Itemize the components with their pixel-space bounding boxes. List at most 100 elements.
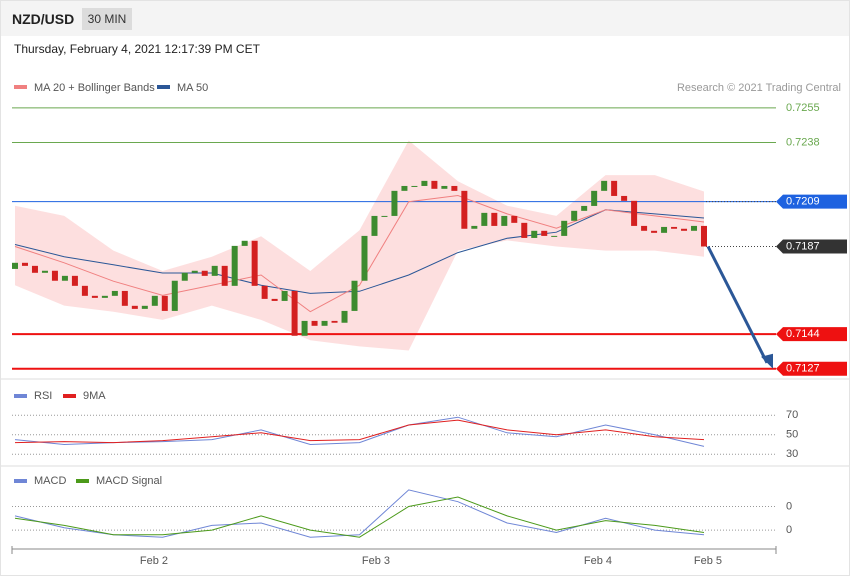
- indicator-line: [14, 489, 705, 538]
- candle: [441, 185, 448, 189]
- level-label: 0.7187: [786, 240, 820, 252]
- candle: [591, 190, 598, 206]
- level-tag: [776, 361, 847, 376]
- legend-label: 9MA: [83, 390, 106, 402]
- candle: [631, 200, 638, 226]
- x-tick-label: Feb 5: [694, 555, 722, 567]
- legend-swatch: [14, 479, 27, 483]
- candle: [491, 212, 498, 226]
- y-tick-label: 0: [786, 500, 792, 512]
- candle: [231, 245, 238, 286]
- level-label: 0.7127: [786, 363, 820, 375]
- level-tag: [776, 327, 847, 342]
- candle: [251, 240, 258, 286]
- candle: [701, 225, 707, 247]
- timeframe-button[interactable]: 30 MIN: [82, 8, 132, 30]
- candle: [21, 262, 28, 266]
- candle: [691, 225, 698, 231]
- legend-label: RSI: [34, 390, 52, 402]
- candle: [511, 215, 518, 223]
- ma50-line: [14, 209, 705, 294]
- x-tick-label: Feb 2: [140, 555, 168, 567]
- candle: [301, 320, 308, 336]
- candle: [191, 270, 198, 273]
- legend-swatch: [14, 85, 27, 89]
- candle: [551, 235, 558, 237]
- forecast-arrow-head: [761, 353, 773, 369]
- level-label: 0.7144: [786, 328, 820, 340]
- legend-swatch: [63, 394, 76, 398]
- candle: [621, 195, 628, 201]
- candle: [471, 225, 478, 229]
- candle: [391, 190, 398, 216]
- candle: [61, 275, 68, 281]
- candle: [531, 230, 538, 238]
- candle: [681, 228, 688, 231]
- candle: [91, 295, 98, 298]
- candle: [241, 240, 248, 246]
- candle: [121, 290, 128, 306]
- candle: [221, 265, 228, 286]
- candle: [281, 290, 288, 301]
- candle: [321, 320, 328, 326]
- y-tick-label: 50: [786, 429, 798, 441]
- legend-label: MACD Signal: [96, 475, 162, 487]
- level-label: 0.7255: [786, 102, 820, 114]
- indicator-line: [14, 496, 705, 538]
- candle: [71, 275, 78, 286]
- candle: [181, 272, 188, 281]
- legend-label: MACD: [34, 475, 66, 487]
- level-label: 0.7209: [786, 196, 820, 208]
- candle: [501, 215, 508, 226]
- level-label: 0.7238: [786, 136, 820, 148]
- candle: [411, 185, 418, 187]
- x-tick-label: Feb 4: [584, 555, 612, 567]
- candle: [651, 230, 658, 233]
- candle: [661, 226, 668, 233]
- candle: [81, 285, 88, 296]
- date: Thursday, February 4, 2021 12:17:39 PM C…: [14, 42, 260, 56]
- candle: [671, 226, 678, 229]
- candle: [161, 295, 168, 311]
- y-tick-label: 30: [786, 448, 798, 460]
- candle: [481, 212, 488, 226]
- candle: [381, 215, 388, 217]
- legend-swatch: [76, 479, 89, 483]
- candle: [201, 270, 208, 276]
- candle: [131, 305, 138, 309]
- candle: [171, 280, 178, 311]
- y-tick-label: 0: [786, 524, 792, 536]
- candle: [12, 262, 18, 269]
- y-tick-label: 70: [786, 409, 798, 421]
- candle: [641, 225, 648, 231]
- legend-swatch: [157, 85, 170, 89]
- header: [1, 1, 849, 36]
- candle: [521, 222, 528, 238]
- candle: [361, 235, 368, 281]
- candle: [341, 310, 348, 323]
- candle: [151, 295, 158, 306]
- level-tag: [776, 239, 847, 254]
- candle: [41, 270, 48, 273]
- legend-label: MA 50: [177, 82, 208, 94]
- candle: [421, 180, 428, 186]
- candle: [261, 285, 268, 299]
- bollinger-band: [15, 140, 704, 351]
- candle: [141, 305, 148, 309]
- candle: [611, 180, 618, 196]
- candle: [371, 215, 378, 236]
- candle: [291, 290, 298, 336]
- candle: [331, 320, 338, 323]
- credit: Research © 2021 Trading Central: [677, 82, 841, 94]
- candle: [461, 190, 468, 229]
- candle: [101, 295, 108, 298]
- ma20-line: [14, 194, 705, 313]
- candle: [601, 180, 608, 191]
- candle: [31, 265, 38, 273]
- candle: [571, 210, 578, 221]
- level-tag: [776, 194, 847, 209]
- candle: [51, 270, 58, 281]
- candle: [111, 290, 118, 296]
